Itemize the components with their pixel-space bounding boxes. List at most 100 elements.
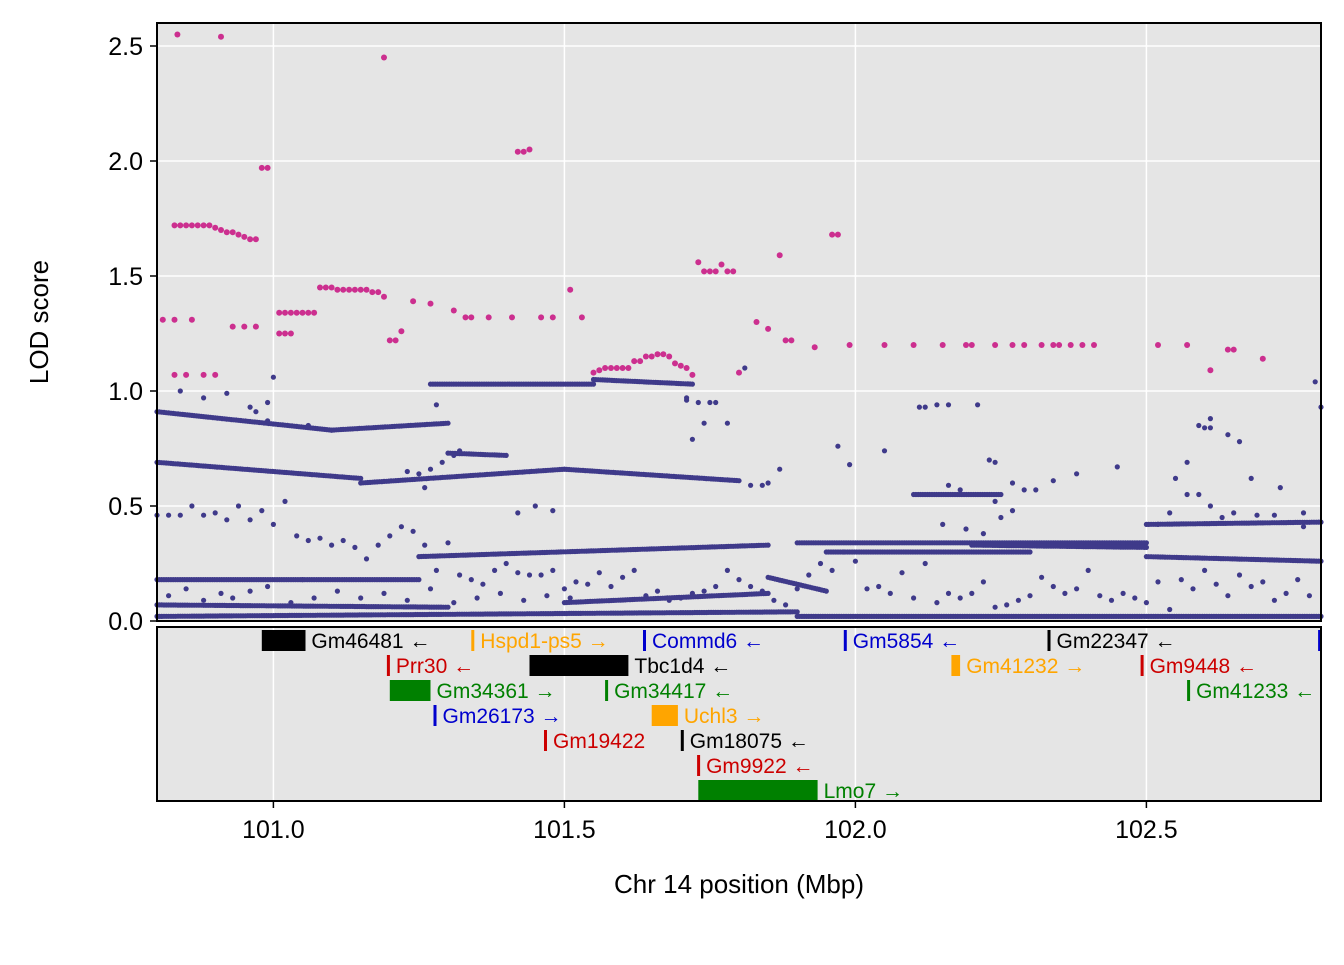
highlight-point bbox=[258, 164, 265, 171]
highlight-point bbox=[689, 371, 696, 378]
background-point bbox=[445, 420, 451, 426]
background-point bbox=[1300, 524, 1307, 530]
background-point bbox=[445, 540, 451, 546]
background-point bbox=[794, 586, 800, 592]
highlight-point bbox=[381, 54, 387, 61]
highlight-point bbox=[666, 353, 673, 360]
highlight-point bbox=[287, 309, 294, 316]
highlight-point bbox=[229, 323, 236, 330]
background-point bbox=[538, 572, 544, 578]
gene-label: Gm41232 → bbox=[966, 655, 1085, 678]
background-point bbox=[1062, 590, 1068, 597]
background-point bbox=[916, 404, 923, 410]
background-point bbox=[817, 560, 824, 567]
highlight-point bbox=[282, 309, 288, 316]
background-point bbox=[794, 609, 800, 615]
background-point bbox=[1143, 600, 1149, 606]
gene-bar bbox=[529, 655, 629, 676]
background-point bbox=[288, 600, 294, 606]
background-point bbox=[230, 595, 236, 601]
background-point bbox=[550, 508, 556, 514]
background-point bbox=[480, 581, 486, 587]
background-point bbox=[1236, 439, 1243, 445]
highlight-point bbox=[642, 353, 649, 360]
gene-label: Gm34417 ← bbox=[614, 680, 733, 703]
highlight-point bbox=[1056, 342, 1063, 348]
highlight-point bbox=[672, 360, 678, 367]
highlight-point bbox=[1259, 355, 1266, 362]
background-point bbox=[1085, 567, 1091, 574]
highlight-point bbox=[602, 365, 609, 371]
background-point bbox=[294, 533, 300, 539]
background-point bbox=[911, 595, 917, 601]
highlight-point bbox=[1009, 342, 1016, 348]
highlight-point bbox=[174, 31, 181, 38]
highlight-point bbox=[736, 369, 742, 376]
background-point bbox=[492, 567, 498, 574]
background-point bbox=[1172, 475, 1179, 481]
gene-label: Commd6 ← bbox=[652, 630, 764, 653]
background-point bbox=[201, 597, 207, 603]
highlight-point bbox=[701, 268, 708, 275]
background-point bbox=[713, 583, 719, 590]
highlight-point bbox=[235, 231, 242, 238]
background-point bbox=[247, 588, 253, 594]
background-point bbox=[1120, 590, 1126, 597]
background-point bbox=[864, 586, 870, 592]
background-point bbox=[963, 526, 969, 532]
gene-bar bbox=[643, 630, 646, 651]
background-point bbox=[387, 533, 393, 539]
background-point bbox=[701, 588, 707, 594]
background-point bbox=[265, 583, 271, 590]
y-axis: 0.0 0.5 1.0 1.5 2.0 2.5 bbox=[108, 33, 157, 636]
background-point bbox=[1009, 480, 1016, 486]
background-point bbox=[980, 579, 987, 585]
background-point bbox=[183, 586, 189, 592]
background-point bbox=[689, 436, 696, 442]
x-axis: 101.0 101.5 102.0 102.5 bbox=[242, 801, 1178, 844]
gene-label: Gm18075 ← bbox=[690, 730, 809, 753]
background-point bbox=[765, 590, 771, 597]
background-point bbox=[759, 588, 765, 594]
background-point bbox=[992, 459, 998, 465]
gene-label: Gm9448 ← bbox=[1150, 655, 1257, 678]
background-point bbox=[922, 560, 928, 567]
highlight-point bbox=[706, 268, 713, 275]
background-point bbox=[678, 595, 684, 601]
gene-bar bbox=[843, 630, 847, 651]
background-point bbox=[265, 418, 271, 424]
highlight-point bbox=[159, 316, 166, 323]
background-point bbox=[986, 457, 992, 463]
background-point bbox=[1004, 602, 1010, 608]
highlight-point bbox=[578, 314, 585, 321]
highlight-point bbox=[351, 286, 358, 293]
background-point bbox=[736, 478, 742, 484]
background-point bbox=[201, 395, 207, 401]
background-point bbox=[515, 510, 521, 516]
background-point bbox=[631, 567, 637, 574]
background-point bbox=[1213, 581, 1219, 587]
highlight-point bbox=[963, 342, 969, 348]
highlight-point bbox=[212, 371, 219, 378]
highlight-point bbox=[526, 146, 533, 153]
background-point bbox=[177, 388, 183, 394]
background-point bbox=[451, 452, 457, 458]
background-point bbox=[777, 466, 783, 472]
background-point bbox=[1178, 577, 1184, 583]
background-point bbox=[305, 422, 311, 429]
background-point bbox=[398, 524, 404, 530]
background-point bbox=[701, 420, 707, 426]
background-point bbox=[457, 448, 463, 454]
highlight-point bbox=[293, 309, 300, 316]
background-point bbox=[1196, 491, 1202, 498]
background-point bbox=[439, 459, 445, 465]
highlight-point bbox=[183, 371, 190, 378]
highlight-point bbox=[538, 314, 545, 321]
gene-label: Gm5854 ← bbox=[853, 630, 960, 653]
x-tick-label: 101.0 bbox=[242, 816, 305, 844]
highlight-point bbox=[520, 148, 527, 155]
y-axis-title: LOD score bbox=[24, 260, 54, 384]
highlight-point bbox=[1067, 342, 1074, 348]
background-point bbox=[1190, 586, 1196, 592]
background-point bbox=[457, 572, 463, 578]
